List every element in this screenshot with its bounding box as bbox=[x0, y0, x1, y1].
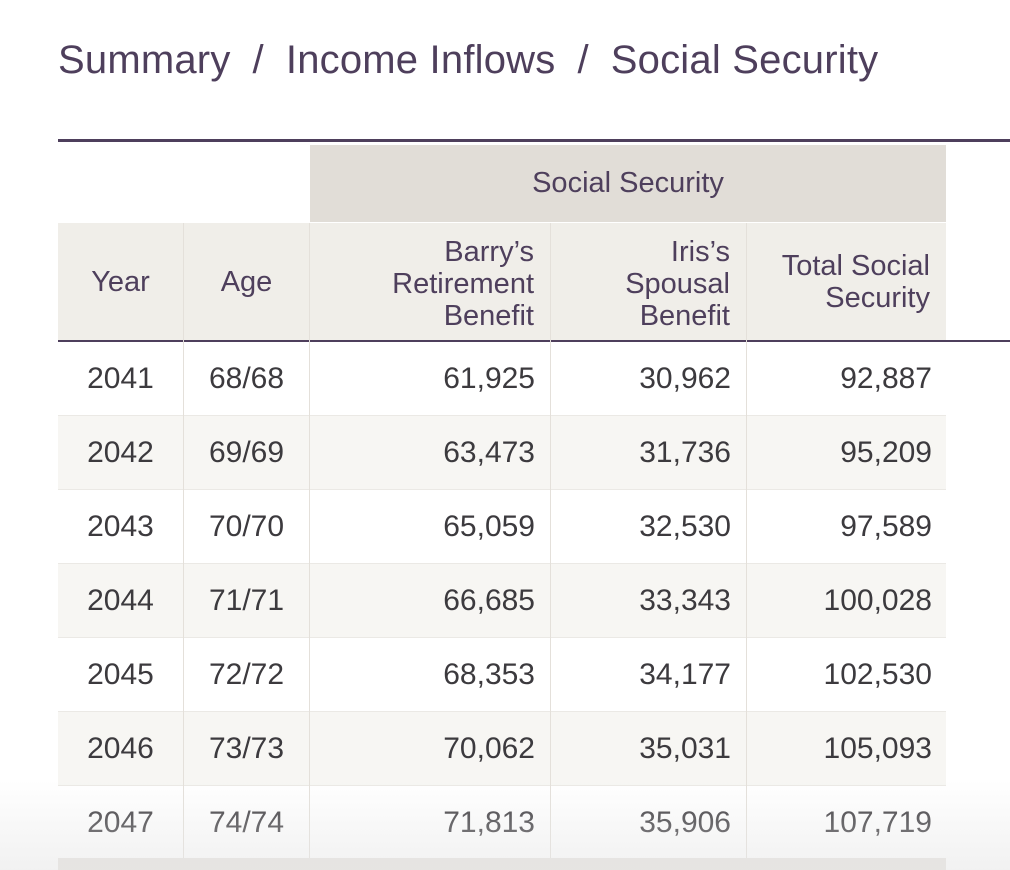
column-header-barry-retirement-benefit: Barry’s Retirement Benefit bbox=[310, 223, 550, 340]
cell-barry-benefit: 61,925 bbox=[443, 361, 535, 395]
column-header-age-label: Age bbox=[220, 265, 273, 298]
column-header-year-label: Year bbox=[91, 265, 150, 298]
column-divider bbox=[309, 223, 310, 870]
group-header-social-security: Social Security bbox=[310, 145, 946, 222]
column-header-line: Barry’s bbox=[444, 236, 534, 268]
cell-year: 2042 bbox=[87, 435, 154, 469]
table-row: 2041 68/68 61,925 30,962 92,887 bbox=[58, 342, 946, 416]
header-bottom-rule bbox=[58, 340, 1010, 342]
cell-barry-benefit: 63,473 bbox=[443, 435, 535, 469]
column-header-year: Year bbox=[58, 223, 183, 340]
cell-year: 2047 bbox=[87, 805, 154, 839]
cell-total: 95,209 bbox=[840, 435, 932, 469]
cell-iris-benefit: 35,906 bbox=[639, 805, 731, 839]
cell-year: 2045 bbox=[87, 657, 154, 691]
cell-age: 68/68 bbox=[208, 361, 285, 395]
breadcrumb-summary[interactable]: Summary bbox=[58, 38, 231, 82]
cell-age: 72/72 bbox=[208, 657, 285, 691]
table-row-partial bbox=[58, 858, 946, 870]
cell-iris-benefit: 30,962 bbox=[639, 361, 731, 395]
cell-barry-benefit: 66,685 bbox=[443, 583, 535, 617]
table-row: 2044 71/71 66,685 33,343 100,028 bbox=[58, 564, 946, 638]
cell-iris-benefit: 33,343 bbox=[639, 583, 731, 617]
cell-age: 71/71 bbox=[208, 583, 285, 617]
cell-total: 102,530 bbox=[823, 657, 932, 691]
cell-iris-benefit: 32,530 bbox=[639, 509, 731, 543]
breadcrumb-social-security: Social Security bbox=[610, 38, 879, 82]
breadcrumb-separator: / bbox=[577, 38, 589, 82]
breadcrumb-separator: / bbox=[252, 38, 264, 82]
column-header-line: Total Social bbox=[781, 249, 930, 282]
table-top-rule bbox=[58, 139, 1010, 142]
cell-year: 2041 bbox=[87, 361, 154, 395]
column-header-line: Spousal bbox=[625, 268, 730, 300]
cell-year: 2044 bbox=[87, 583, 154, 617]
cell-barry-benefit: 70,062 bbox=[443, 731, 535, 765]
column-header-line: Benefit bbox=[639, 300, 730, 332]
column-header-line: Iris’s bbox=[670, 236, 730, 268]
column-divider bbox=[183, 223, 184, 870]
cell-year: 2043 bbox=[87, 509, 154, 543]
cell-barry-benefit: 68,353 bbox=[443, 657, 535, 691]
column-header-line: Benefit bbox=[443, 300, 534, 332]
table-body: 2041 68/68 61,925 30,962 92,887 2042 69/… bbox=[58, 342, 946, 860]
column-divider bbox=[746, 223, 747, 870]
cell-iris-benefit: 35,031 bbox=[639, 731, 731, 765]
cell-age: 69/69 bbox=[208, 435, 285, 469]
table-row: 2047 74/74 71,813 35,906 107,719 bbox=[58, 786, 946, 860]
cell-age: 73/73 bbox=[208, 731, 285, 765]
column-header-iris-spousal-benefit: Iris’s Spousal Benefit bbox=[551, 223, 746, 340]
cell-age: 74/74 bbox=[208, 805, 285, 839]
breadcrumb-income-inflows[interactable]: Income Inflows bbox=[285, 38, 556, 82]
column-header-age: Age bbox=[184, 223, 309, 340]
column-divider bbox=[550, 223, 551, 870]
table-row: 2045 72/72 68,353 34,177 102,530 bbox=[58, 638, 946, 712]
cell-iris-benefit: 34,177 bbox=[639, 657, 731, 691]
cell-barry-benefit: 71,813 bbox=[443, 805, 535, 839]
cell-barry-benefit: 65,059 bbox=[443, 509, 535, 543]
cell-total: 92,887 bbox=[840, 361, 932, 395]
cell-total: 107,719 bbox=[823, 805, 932, 839]
column-header-total-social-security: Total Social Security bbox=[747, 223, 946, 340]
cell-total: 105,093 bbox=[823, 731, 932, 765]
column-header-line: Security bbox=[825, 281, 930, 314]
table-row: 2046 73/73 70,062 35,031 105,093 bbox=[58, 712, 946, 786]
cell-iris-benefit: 31,736 bbox=[639, 435, 731, 469]
column-header-line: Retirement bbox=[392, 268, 534, 300]
cell-total: 100,028 bbox=[823, 583, 932, 617]
table-row: 2042 69/69 63,473 31,736 95,209 bbox=[58, 416, 946, 490]
cell-age: 70/70 bbox=[208, 509, 285, 543]
breadcrumb: Summary / Income Inflows / Social Security bbox=[58, 38, 878, 83]
cell-total: 97,589 bbox=[840, 509, 932, 543]
cell-year: 2046 bbox=[87, 731, 154, 765]
table-row: 2043 70/70 65,059 32,530 97,589 bbox=[58, 490, 946, 564]
